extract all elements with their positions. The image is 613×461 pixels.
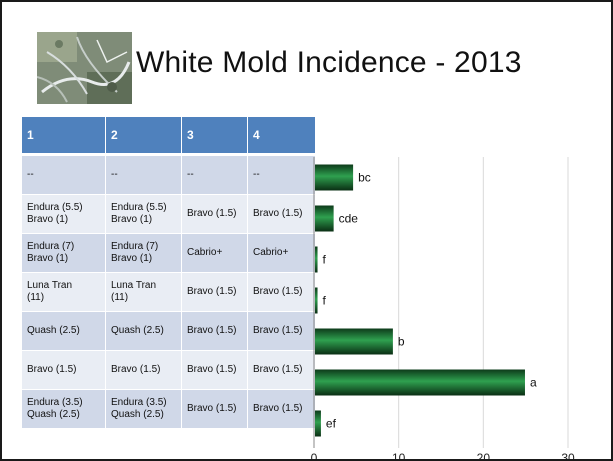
table-cell: Endura (3.5) Quash (2.5) [106, 390, 182, 429]
table-cell: Quash (2.5) [22, 312, 106, 351]
table-cell: -- [182, 156, 248, 195]
bar [315, 205, 334, 232]
table-cell: -- [22, 156, 106, 195]
bar [315, 164, 354, 191]
column-header: 3 [182, 117, 248, 156]
table-cell: Quash (2.5) [106, 312, 182, 351]
column-header: 2 [106, 117, 182, 156]
bar-data-label: b [398, 335, 405, 349]
table-cell: Cabrio+ [248, 234, 316, 273]
table-cell: Luna Tran (11) [22, 273, 106, 312]
table-header-row: 1 2 3 4 [22, 117, 316, 156]
bar [315, 328, 393, 355]
treatment-table: 1 2 3 4 -- -- -- -- Endura (5.5) Bravo (… [22, 117, 316, 429]
table-cell: Bravo (1.5) [182, 312, 248, 351]
x-tick-label: 10 [392, 451, 406, 459]
table-cell: Bravo (1.5) [106, 351, 182, 390]
table-row: Endura (7) Bravo (1) Endura (7) Bravo (1… [22, 234, 316, 273]
x-tick-label: 30 [561, 451, 575, 459]
table-cell: Bravo (1.5) [22, 351, 106, 390]
table-cell: Bravo (1.5) [248, 273, 316, 312]
table-row: -- -- -- -- [22, 156, 316, 195]
table-cell: Endura (7) Bravo (1) [22, 234, 106, 273]
bar-data-label: f [323, 253, 327, 267]
table-cell: Luna Tran (11) [106, 273, 182, 312]
bar [315, 410, 321, 437]
white-mold-photo [37, 32, 132, 104]
table-cell: Endura (5.5) Bravo (1) [106, 195, 182, 234]
table-row: Bravo (1.5) Bravo (1.5) Bravo (1.5) Brav… [22, 351, 316, 390]
bar [315, 369, 525, 396]
table-cell: Bravo (1.5) [182, 390, 248, 429]
slide-title: White Mold Incidence - 2013 [136, 46, 522, 79]
table-cell: Bravo (1.5) [182, 273, 248, 312]
bar-data-label: bc [358, 171, 371, 185]
table-cell: -- [106, 156, 182, 195]
table-cell: Bravo (1.5) [248, 195, 316, 234]
bar-data-label: f [323, 294, 327, 308]
bar-data-label: a [530, 376, 537, 390]
table-cell: Cabrio+ [182, 234, 248, 273]
table-cell: Bravo (1.5) [182, 351, 248, 390]
table-cell: -- [248, 156, 316, 195]
table-row: Endura (3.5) Quash (2.5) Endura (3.5) Qu… [22, 390, 316, 429]
table-row: Luna Tran (11) Luna Tran (11) Bravo (1.5… [22, 273, 316, 312]
table-cell: Bravo (1.5) [248, 390, 316, 429]
bar-data-label: cde [339, 212, 359, 226]
column-header: 4 [248, 117, 316, 156]
column-header: 1 [22, 117, 106, 156]
x-tick-label: 20 [477, 451, 491, 459]
table-cell: Endura (7) Bravo (1) [106, 234, 182, 273]
bar [315, 287, 318, 314]
x-tick-label: 0 [311, 451, 318, 459]
bar-data-label: ef [326, 417, 337, 431]
bar [315, 246, 318, 273]
table-cell: Bravo (1.5) [182, 195, 248, 234]
table-row: Endura (5.5) Bravo (1) Endura (5.5) Brav… [22, 195, 316, 234]
table-cell: Endura (5.5) Bravo (1) [22, 195, 106, 234]
table-cell: Endura (3.5) Quash (2.5) [22, 390, 106, 429]
